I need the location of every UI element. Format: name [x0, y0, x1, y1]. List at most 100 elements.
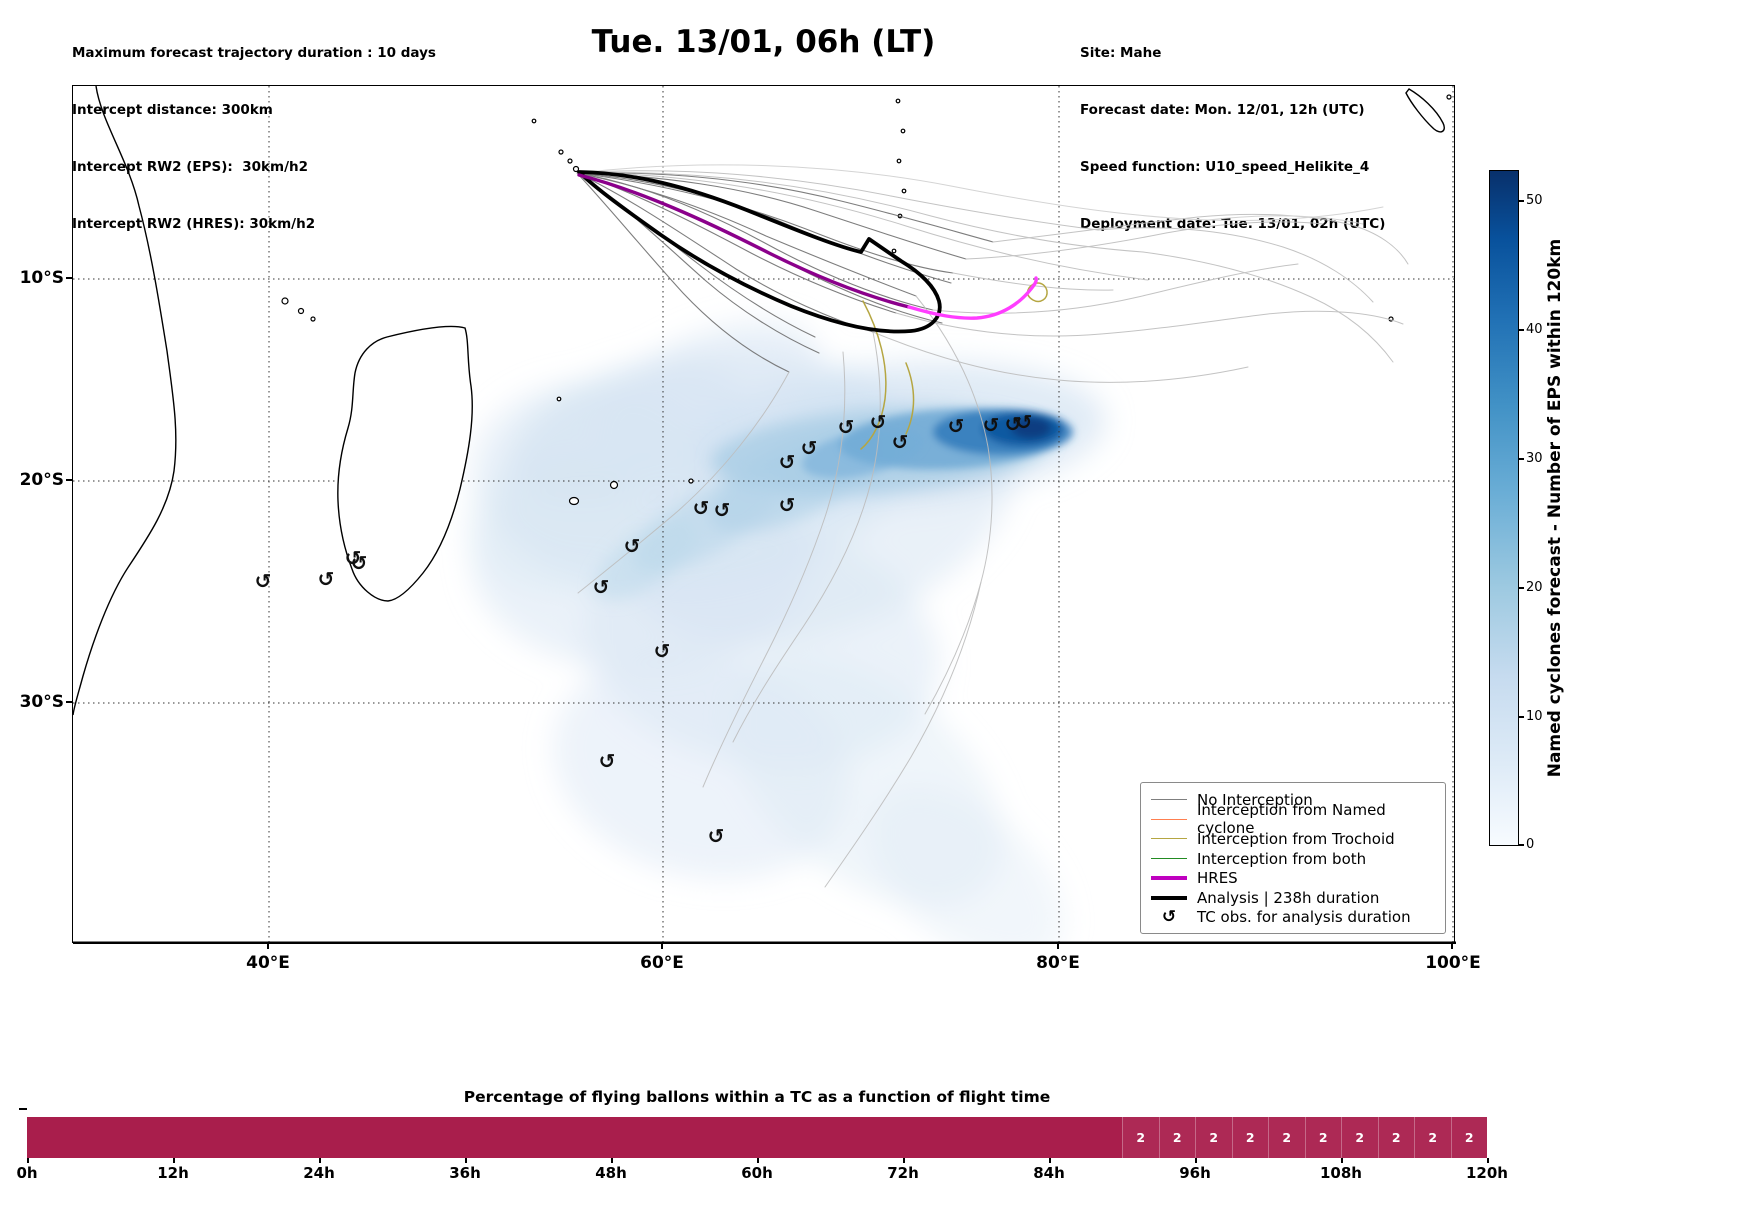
tc-obs-icon: ↺ [693, 496, 710, 520]
bar-annotation: 2 [1122, 1117, 1159, 1158]
tc-obs-icon: ↺ [801, 436, 818, 460]
colorbar-tickmark [1519, 716, 1524, 718]
bar-x-tickmark [1341, 1158, 1343, 1163]
tc-obs-icon: ↺ [318, 567, 335, 591]
map-legend: No Interception Interception from Named … [1140, 782, 1446, 934]
tc-obs-icon: ↺ [654, 639, 671, 663]
tc-obs-icon: ↺ [870, 410, 887, 434]
coral-line-swatch [1151, 818, 1187, 820]
bar-x-tick-60h: 60h [741, 1164, 773, 1182]
eps-density-core [802, 408, 1073, 479]
site-text: Site: Mahe [1080, 45, 1162, 61]
tc-obs-icon: ↺ [593, 575, 610, 599]
y-tickmark [66, 277, 72, 279]
bar-x-tickmark [319, 1158, 321, 1163]
colorbar-tick-40: 40 [1526, 322, 1543, 337]
bar-x-tickmark [757, 1158, 759, 1163]
legend-item-hres: HRES [1151, 868, 1435, 888]
bar-x-tick-24h: 24h [303, 1164, 335, 1182]
lon-label-60e: 60°E [640, 953, 684, 973]
bar-annotation: 2 [1158, 1117, 1195, 1158]
colorbar-tick-30: 30 [1526, 451, 1543, 466]
green-line-swatch [1151, 858, 1187, 860]
sumatra-fragment [1405, 88, 1445, 133]
bar-y-tickmark [19, 1108, 27, 1110]
bar-x-tick-0h: 0h [16, 1164, 38, 1182]
colorbar-tickmark [1519, 200, 1524, 202]
intercept-rw2-hres-text: Intercept RW2 (HRES): 30km/h2 [72, 216, 316, 232]
max-duration-text: Maximum forecast trajectory duration : 1… [72, 45, 436, 61]
legend-item-tc-obs: ↺ TC obs. for analysis duration [1151, 908, 1435, 928]
colorbar-tick-10: 10 [1526, 709, 1543, 724]
magenta-line-swatch [1151, 876, 1187, 881]
dark-yellow-line-swatch [1151, 838, 1187, 840]
bar-annotation: 2 [1341, 1117, 1378, 1158]
bar-x-tickmark [465, 1158, 467, 1163]
hres-trajectory [577, 173, 911, 309]
bar-x-tick-36h: 36h [449, 1164, 481, 1182]
tc-obs-icon: ↺ [708, 824, 725, 848]
y-tickmark [66, 701, 72, 703]
tc-obs-icon: ↺ [983, 413, 1000, 437]
bar-annotation: 2 [1304, 1117, 1341, 1158]
bar-x-tickmark [611, 1158, 613, 1163]
bar-x-tickmark [1195, 1158, 1197, 1163]
legend-item-named-cyclone: Interception from Named cyclone [1151, 801, 1435, 837]
lat-label-30s: 30°S [19, 692, 64, 712]
africa-coast [72, 85, 177, 716]
legend-item-no-interception: No Interception [1151, 790, 1435, 810]
tc-obs-icon: ↺ [838, 415, 855, 439]
small-islands [281, 94, 1452, 506]
bar-x-tickmark [1487, 1158, 1489, 1163]
y-tickmark [66, 479, 72, 481]
bar-x-tick-48h: 48h [595, 1164, 627, 1182]
trajectories-gray-faint [576, 164, 1384, 225]
balloon-tc-bar: 2 2 2 2 2 2 2 2 2 2 [27, 1117, 1487, 1158]
intercept-distance-text: Intercept distance: 300km [72, 102, 273, 118]
colorbar-tickmark [1519, 844, 1524, 846]
lon-label-80e: 80°E [1036, 953, 1080, 973]
colorbar-tick-50: 50 [1526, 193, 1543, 208]
bar-annotation: 2 [1414, 1117, 1451, 1158]
tc-obs-icon: ↺ [255, 569, 272, 593]
colorbar-tick-0: 0 [1526, 837, 1535, 852]
black-line-swatch [1151, 895, 1187, 900]
legend-item-both: Interception from both [1151, 849, 1435, 869]
eps-density-light [466, 319, 1106, 966]
bottom-chart-title: Percentage of flying ballons within a TC… [463, 1088, 1051, 1106]
tc-obs-icon: ↺ [1005, 412, 1022, 436]
header-left-block: Maximum forecast trajectory duration : 1… [72, 6, 436, 272]
bar-x-tickmark [27, 1158, 29, 1163]
bar-annotation: 2 [1195, 1117, 1232, 1158]
tc-obs-icon: ↺ [779, 493, 796, 517]
map-panel: ↺ ↺ ↺ ↺ ↺ ↺ ↺ ↺ ↺ ↺ ↺ ↺ ↺ ↺ ↺ ↺ ↺ ↺ ↺ ↺ [72, 85, 1456, 966]
lon-label-40e: 40°E [246, 953, 290, 973]
legend-item-trochoid: Interception from Trochoid [1151, 829, 1435, 849]
tc-obs-icon: ↺ [779, 450, 796, 474]
tc-obs-icon: ↺ [345, 546, 362, 570]
bar-x-tick-96h: 96h [1179, 1164, 1211, 1182]
colorbar-tickmark [1519, 329, 1524, 331]
gridlines [73, 86, 1456, 944]
coastlines [72, 85, 1445, 716]
tc-obs-icon: ↺ [351, 551, 368, 575]
tc-obs-icon: ↺ [1161, 906, 1177, 927]
tc-obs-icon: ↺ [624, 534, 641, 558]
tc-obs-icon: ↺ [892, 430, 909, 454]
bar-x-tick-84h: 84h [1033, 1164, 1065, 1182]
page-title: Tue. 13/01, 06h (LT) [591, 24, 936, 60]
trajectories-gray-light [576, 170, 1409, 888]
colorbar-tickmark [1519, 587, 1524, 589]
colorbar [1489, 170, 1519, 846]
tc-obs-icon: ↺ [714, 498, 731, 522]
bar-x-tickmark [903, 1158, 905, 1163]
tc-obs-icon: ↺ [948, 414, 965, 438]
bar-annotation: 2 [1377, 1117, 1414, 1158]
x-tickmark [267, 943, 269, 949]
forecast-date-text: Forecast date: Mon. 12/01, 12h (UTC) [1080, 102, 1365, 118]
map-canvas: ↺ ↺ ↺ ↺ ↺ ↺ ↺ ↺ ↺ ↺ ↺ ↺ ↺ ↺ ↺ ↺ ↺ ↺ ↺ ↺ [72, 85, 1456, 966]
x-tickmark [1451, 943, 1453, 949]
bar-annotation: 2 [1268, 1117, 1305, 1158]
colorbar-label: Named cyclones forecast - Number of EPS … [1545, 238, 1565, 778]
